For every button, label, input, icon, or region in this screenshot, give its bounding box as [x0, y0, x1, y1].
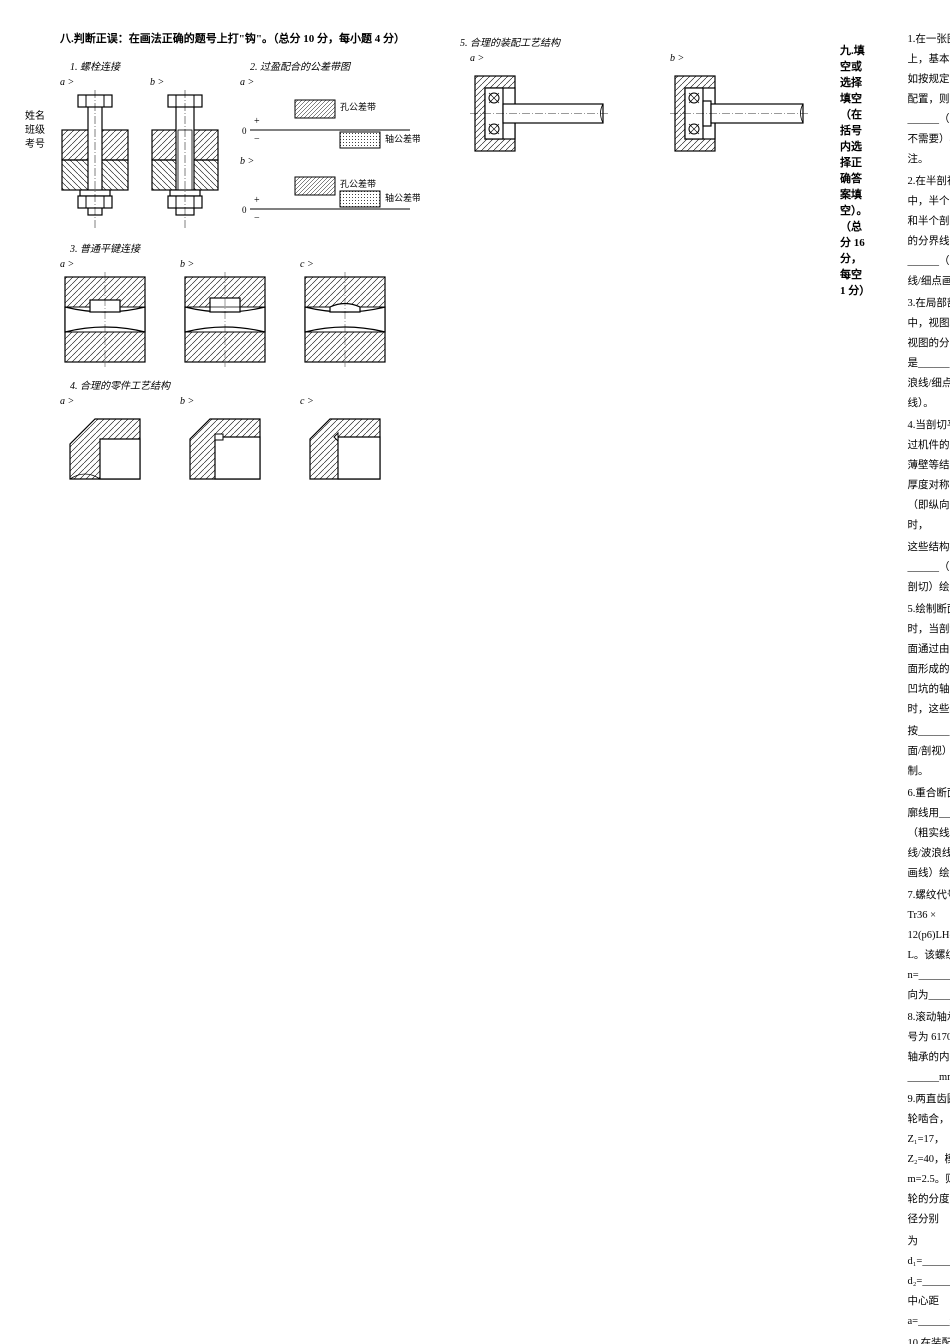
svg-text:+: +	[254, 195, 260, 206]
q5-fig-a: a >	[470, 53, 610, 161]
svg-text:0: 0	[242, 205, 247, 215]
q3-label-a: a >	[60, 259, 74, 270]
q9-4a: 4.当剖切平面通过机件的肋和薄壁等结构的厚度对称平面（即纵向剖切）时，	[908, 416, 950, 536]
q9-1: 1.在一张图纸上，基本视图如按规定位置配置，则______（需要/不需要）标注。	[908, 30, 950, 170]
q5-fig-b: b >	[670, 53, 810, 161]
q1-label-b: b >	[150, 77, 164, 88]
q3-fig-b: b >	[180, 259, 270, 367]
q9-3: 3.在局部剖视图中，视图和剖视图的分界线是______（波浪线/细点画线）。	[908, 294, 950, 414]
q2-fig-a: a > 0 + − 孔公差带 轴公差带	[240, 77, 420, 150]
q1-label-a: a >	[60, 77, 74, 88]
svg-text:−: −	[254, 213, 260, 224]
key-b-icon	[180, 272, 270, 367]
question-list: 1.在一张图纸上，基本视图如按规定位置配置，则______（需要/不需要）标注。…	[898, 30, 950, 1344]
side-class: 班级	[25, 124, 45, 138]
q4-label-b: b >	[180, 396, 194, 407]
q9-10a: 10.在装配图中，两个相互邻接的金属零件的剖面线其倾斜方向相反或方向一致	[908, 1334, 950, 1344]
q4-label-a: a >	[60, 396, 74, 407]
svg-text:+: +	[254, 116, 260, 127]
side-name: 姓名	[25, 110, 45, 124]
q9-9a: 9.两直齿圆柱齿轮啮合，Z₁=17，Z₂=40，模数 m=2.5。则两齿轮的分度…	[908, 1090, 950, 1230]
q9-5a: 5.绘制断面图时，当剖切平面通过由回转面形成的孔、凹坑的轴线时，这些结构	[908, 600, 950, 720]
q9-8: 8.滚动轴承的代号为 61704，该轴承的内径是______mm。	[908, 1008, 950, 1088]
q9-5b: 按______（剖面/剖视）绘制。	[908, 722, 950, 782]
q4-fig-c: c >	[300, 396, 390, 489]
shaft-band-label: 轴公差带	[385, 133, 420, 144]
q9-9b: 为 d₁=______mm，d₂=______mm，中心距 a=______mm…	[908, 1232, 950, 1332]
q3-fig-c: c >	[300, 259, 390, 367]
side-labels: 姓名 班级 考号	[25, 110, 45, 152]
process-a-icon	[60, 409, 150, 489]
q4-title: 4. 合理的零件工艺结构	[70, 377, 420, 392]
q2-title: 2. 过盈配合的公差带图	[250, 58, 420, 73]
q3-label-b: b >	[180, 259, 194, 270]
key-c-icon	[300, 272, 390, 367]
svg-text:−: −	[254, 134, 260, 145]
section-9-title: 九.填空或选择填空（在括号内选择正确答案填空）。（总分 16 分，每空 1 分）	[840, 42, 868, 1344]
q5-title: 5. 合理的装配工艺结构	[460, 34, 810, 49]
process-b-icon	[180, 409, 270, 489]
q3-label-c: c >	[300, 259, 314, 270]
bearing-a-icon	[470, 66, 610, 161]
q1-fig-a: a >	[60, 77, 130, 230]
hole-band-label: 孔公差带	[340, 101, 376, 112]
q4-fig-b: b >	[180, 396, 270, 489]
section-8-title: 八.判断正误：在画法正确的题号上打"钩"。（总分 10 分，每小题 4 分）	[60, 30, 420, 46]
zero-label: 0	[242, 126, 247, 136]
q1-fig-b: b >	[150, 77, 220, 230]
q4-label-c: c >	[300, 396, 314, 407]
key-a-icon	[60, 272, 150, 367]
q2-label-b: b >	[240, 156, 254, 167]
q1-title: 1. 螺栓连接	[70, 58, 220, 73]
tolerance-a-icon: 0 + − 孔公差带 轴公差带	[240, 90, 420, 150]
q5-label-a: a >	[470, 53, 484, 64]
right-column: 5. 合理的装配工艺结构 a >	[450, 30, 810, 1344]
q2-label-a: a >	[240, 77, 254, 88]
q9-6: 6.重合断面的轮廓线用______（粗实线/细实线/波浪线/细点画线）绘制。	[908, 784, 950, 884]
tolerance-b-icon: 0 + − 孔公差带 轴公差带	[240, 169, 420, 229]
left-column: 八.判断正误：在画法正确的题号上打"钩"。（总分 10 分，每小题 4 分） 1…	[60, 30, 420, 1344]
side-number: 考号	[25, 138, 45, 152]
svg-text:孔公差带: 孔公差带	[340, 178, 376, 189]
q4-fig-a: a >	[60, 396, 150, 489]
svg-text:轴公差带: 轴公差带	[385, 192, 420, 203]
bearing-b-icon	[670, 66, 810, 161]
q9-7: 7.螺纹代号为：Tr36 × 12(p6)LH-8e-L。该螺纹线数 n=___…	[908, 886, 950, 1006]
q2-fig-b: b > 0 + − 孔公差带 轴公差带	[240, 156, 420, 229]
q3-fig-a: a >	[60, 259, 150, 367]
q5-label-b: b >	[670, 53, 684, 64]
q9-2: 2.在半剖视图中，半个视图和半个剖视图的分界线是______（波浪线/细点画线）…	[908, 172, 950, 292]
bolt-b-icon	[150, 90, 220, 230]
bolt-a-icon	[60, 90, 130, 230]
q9-4b: 这些结构按______（不剖/剖切）绘制。	[908, 538, 950, 598]
process-c-icon	[300, 409, 390, 489]
q3-title: 3. 普通平键连接	[70, 240, 420, 255]
